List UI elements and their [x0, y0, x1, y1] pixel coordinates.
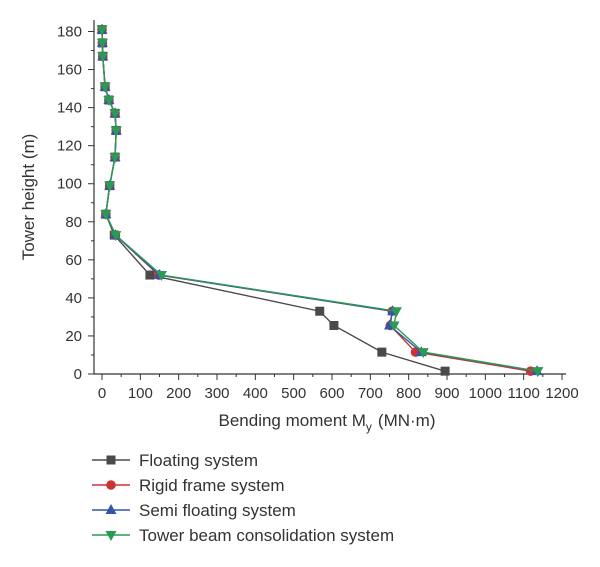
- axes: [88, 20, 566, 380]
- x-axis-title: Bending moment My (MN·m): [219, 411, 436, 434]
- series-triangle-up: [96, 23, 543, 376]
- y-tick-label: 0: [74, 366, 82, 383]
- tick-labels: 0 100 200 300 400 500 600 700 800 900 1000 1100 1200…: [57, 24, 579, 402]
- x-tick-label: 700: [358, 385, 383, 402]
- data-point: [390, 307, 402, 318]
- data-series: [96, 23, 544, 378]
- x-tick-label: 300: [204, 385, 229, 402]
- x-tick-label: 1100: [508, 385, 540, 402]
- y-tick-label: 180: [57, 24, 82, 41]
- data-point: [315, 306, 325, 316]
- data-point: [97, 52, 109, 63]
- y-tick-label: 20: [65, 328, 82, 345]
- y-tick-label: 140: [57, 100, 82, 117]
- x-tick-label: 900: [434, 385, 459, 402]
- x-tick-label: 1000: [469, 385, 502, 402]
- data-point: [388, 321, 400, 332]
- x-axis-title-subscript: y: [366, 420, 372, 434]
- data-point: [99, 82, 111, 93]
- x-tick-label: 400: [243, 385, 268, 402]
- series-line: [101, 29, 538, 372]
- data-point: [110, 231, 122, 242]
- data-point: [532, 367, 544, 378]
- data-point: [145, 270, 155, 280]
- data-point: [110, 126, 122, 137]
- legend-marker: [105, 504, 117, 514]
- data-point: [329, 320, 339, 330]
- data-point: [96, 38, 108, 49]
- legend-item: Semi floating system: [92, 501, 296, 520]
- x-tick-label: 1200: [545, 385, 578, 402]
- legend-marker: [106, 480, 116, 490]
- legend-item: Tower beam consolidation system: [92, 526, 394, 545]
- x-axis-title-unit: (MN·m): [378, 411, 436, 430]
- data-point: [109, 109, 121, 120]
- x-tick-label: 500: [281, 385, 306, 402]
- legend: Floating system Rigid frame system Semi fl…: [92, 451, 394, 545]
- data-point: [104, 181, 116, 192]
- x-tick-label: 0: [98, 385, 106, 402]
- data-point: [109, 153, 121, 164]
- x-tick-label: 600: [319, 385, 344, 402]
- series-line: [101, 29, 446, 372]
- series-line: [101, 29, 531, 372]
- data-point: [96, 25, 108, 36]
- series-triangle-down: [96, 25, 544, 378]
- legend-marker: [105, 531, 117, 541]
- y-tick-label: 60: [65, 252, 82, 269]
- y-tick-label: 80: [65, 214, 82, 231]
- legend-label: Rigid frame system: [139, 476, 284, 495]
- legend-label: Floating system: [139, 451, 258, 470]
- data-point: [103, 96, 115, 107]
- legend-marker: [106, 455, 116, 465]
- legend-item: Floating system: [92, 451, 258, 470]
- data-point: [100, 210, 112, 221]
- series-circle: [97, 24, 536, 376]
- x-tick-label: 800: [396, 385, 421, 402]
- data-point: [377, 347, 387, 357]
- x-tick-label: 100: [128, 385, 153, 402]
- y-tick-label: 100: [57, 176, 82, 193]
- data-point: [440, 366, 450, 376]
- data-point: [155, 271, 167, 282]
- y-axis-title: Tower height (m): [19, 134, 38, 261]
- x-axis-title-main: Bending moment M: [219, 411, 366, 430]
- legend-item: Rigid frame system: [92, 476, 284, 495]
- series-line: [101, 29, 538, 372]
- legend-label: Tower beam consolidation system: [139, 526, 394, 545]
- data-point: [417, 348, 429, 359]
- y-tick-label: 120: [57, 138, 82, 155]
- y-tick-label: 40: [65, 290, 82, 307]
- legend-label: Semi floating system: [139, 501, 296, 520]
- x-tick-label: 200: [166, 385, 191, 402]
- y-tick-label: 160: [57, 62, 82, 79]
